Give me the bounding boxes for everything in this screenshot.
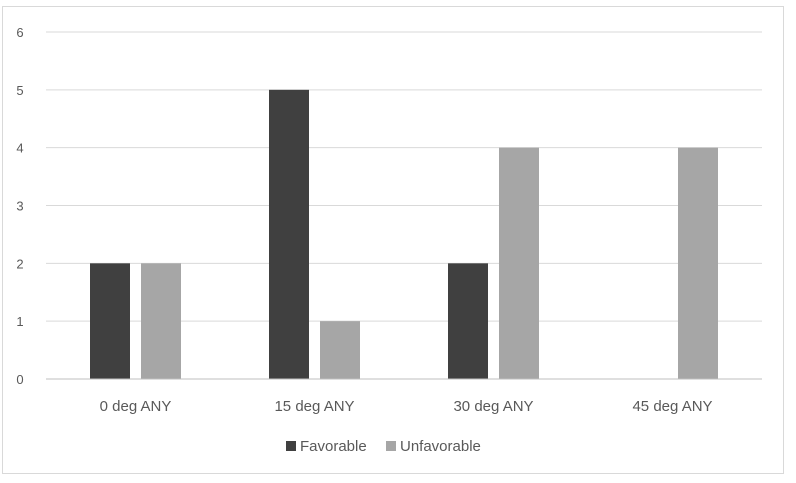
legend-swatch-unfavorable xyxy=(386,441,396,451)
y-tick-label: 4 xyxy=(16,141,23,156)
x-tick-label: 15 deg ANY xyxy=(274,398,354,415)
x-axis-ticks: 0 deg ANY 15 deg ANY 30 deg ANY 45 deg ANY xyxy=(100,398,713,415)
legend-swatch-favorable xyxy=(286,441,296,451)
legend-label-unfavorable: Unfavorable xyxy=(400,438,481,455)
bar-favorable-0 xyxy=(90,263,130,379)
x-tick-label: 30 deg ANY xyxy=(453,398,533,415)
bar-unfavorable-0 xyxy=(141,263,181,379)
y-tick-label: 6 xyxy=(16,25,23,40)
x-tick-label: 45 deg ANY xyxy=(632,398,712,415)
bar-favorable-1 xyxy=(269,89,309,379)
x-tick-label: 0 deg ANY xyxy=(100,398,172,415)
y-axis-ticks: 0 1 2 3 4 5 6 xyxy=(16,25,23,387)
legend: Favorable Unfavorable xyxy=(286,438,481,455)
bar-favorable-2 xyxy=(448,263,488,379)
y-tick-label: 2 xyxy=(16,256,23,271)
bar-unfavorable-1 xyxy=(320,321,360,379)
legend-label-favorable: Favorable xyxy=(300,438,367,455)
y-tick-label: 5 xyxy=(16,83,23,98)
bar-unfavorable-2 xyxy=(499,147,539,379)
bars xyxy=(90,89,718,379)
bar-unfavorable-3 xyxy=(678,147,718,379)
y-tick-label: 0 xyxy=(16,372,23,387)
y-tick-label: 3 xyxy=(16,199,23,214)
y-tick-label: 1 xyxy=(16,314,23,329)
chart-border xyxy=(2,6,784,474)
